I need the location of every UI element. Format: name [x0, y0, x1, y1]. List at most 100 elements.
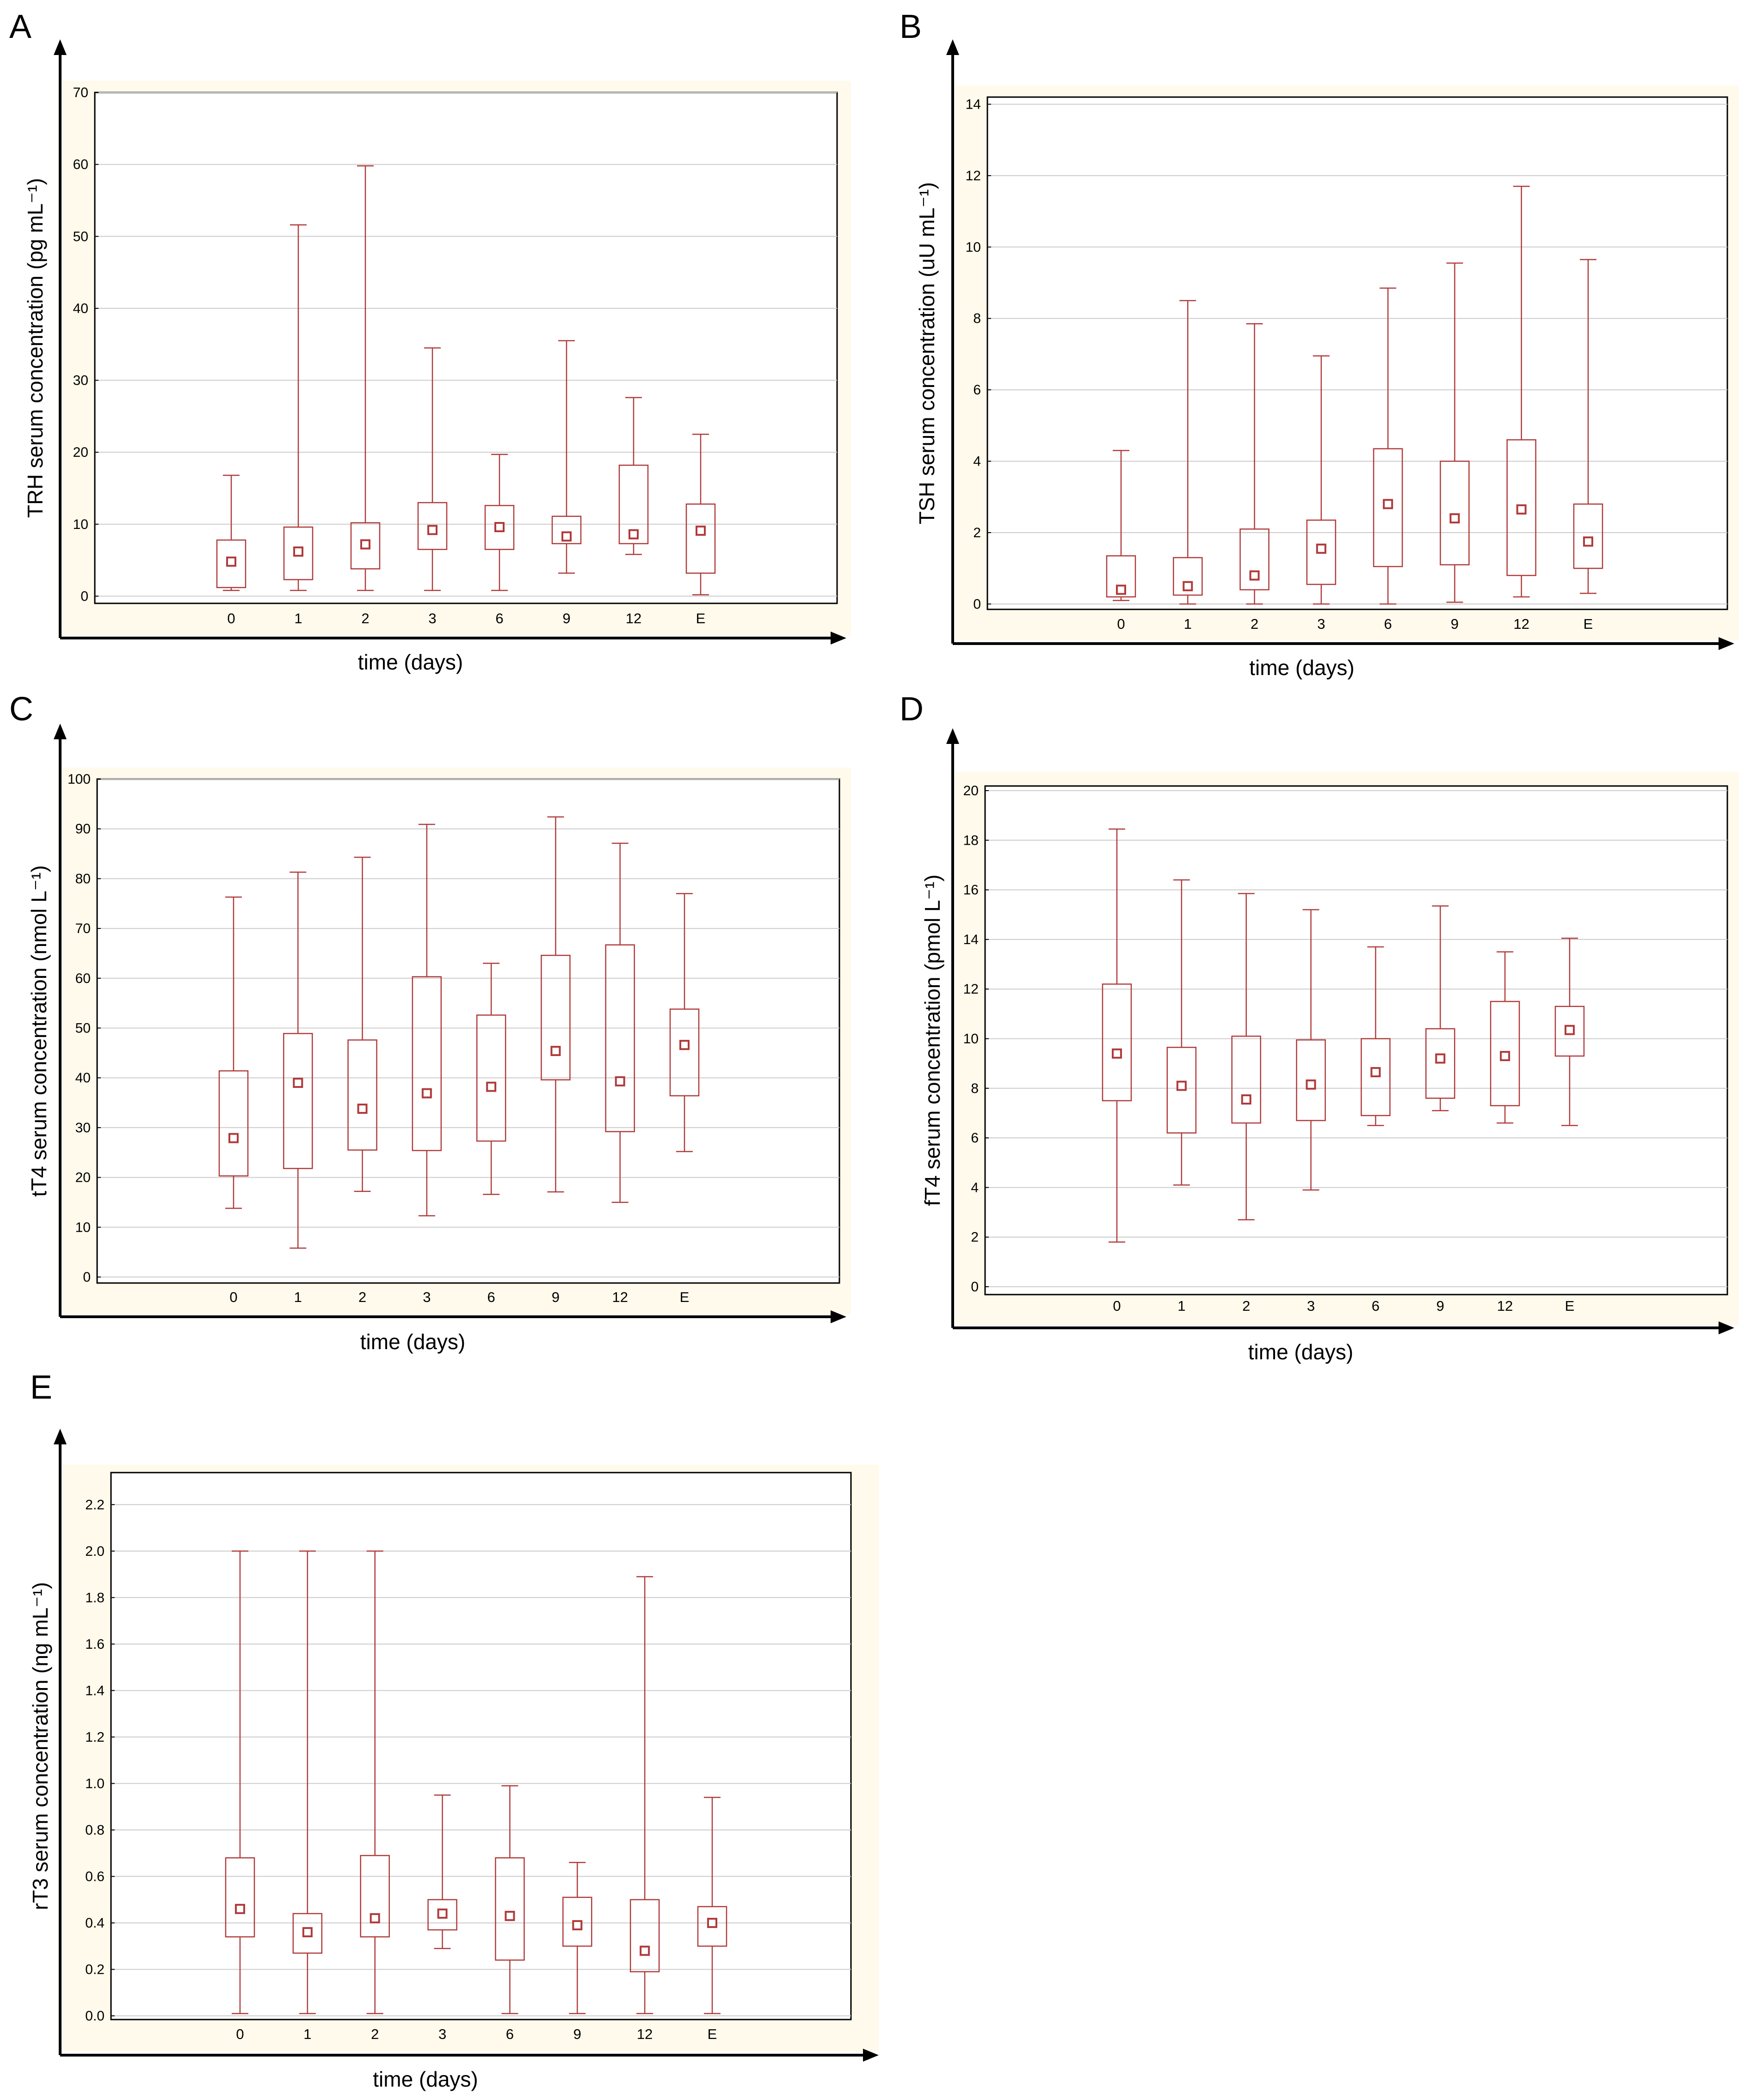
x-tick-label: 9 — [562, 610, 570, 626]
y-tick-label: 0.0 — [85, 2008, 105, 2024]
x-tick-label: E — [680, 1289, 690, 1305]
y-tick-label: 70 — [73, 85, 88, 100]
box-center-marker — [486, 1081, 497, 1092]
box-iqr — [484, 505, 515, 550]
x-tick-label: 2 — [1242, 1298, 1250, 1314]
box-iqr — [292, 1913, 323, 1954]
y-tick-label: 30 — [75, 1120, 91, 1136]
x-tick-label: 1 — [294, 610, 302, 626]
box-iqr — [216, 539, 247, 589]
box-3 — [427, 1794, 457, 1949]
x-axis-arrow — [1719, 637, 1734, 650]
box-center-marker — [226, 556, 236, 567]
box-E — [1573, 259, 1603, 594]
box-iqr — [605, 944, 635, 1132]
box-3 — [1296, 909, 1326, 1191]
box-iqr — [1373, 448, 1403, 567]
box-iqr — [562, 1897, 592, 1947]
box-3 — [412, 823, 442, 1216]
box-center-marker — [640, 1946, 650, 1956]
y-tick-label: 40 — [75, 1070, 91, 1086]
y-tick-label: 1.4 — [85, 1683, 105, 1698]
box-iqr — [1231, 1035, 1261, 1124]
box-center-marker — [360, 539, 370, 550]
plot-area — [986, 96, 1728, 610]
box-iqr — [1106, 555, 1136, 598]
x-tick-label: 6 — [487, 1289, 495, 1305]
y-tick-label: 4 — [973, 454, 981, 469]
y-tick-label: 0.8 — [85, 1823, 105, 1838]
box-12 — [1490, 951, 1520, 1124]
x-tick-label: 1 — [303, 2026, 311, 2042]
box-center-marker — [1306, 1079, 1316, 1090]
x-tick-label: 12 — [637, 2026, 653, 2042]
y-axis-title: tT4 serum concentration (nmol L⁻¹) — [27, 865, 51, 1197]
box-iqr — [350, 522, 381, 570]
box-center-marker — [629, 529, 639, 540]
box-center-marker — [357, 1103, 368, 1114]
box-iqr — [495, 1857, 525, 1961]
x-tick-label: 1 — [1177, 1298, 1185, 1314]
box-center-marker — [1176, 1081, 1187, 1091]
box-iqr — [541, 955, 571, 1081]
box-12 — [1506, 185, 1536, 598]
x-tick-label: 9 — [1451, 616, 1459, 632]
y-tick-label: 30 — [73, 373, 88, 388]
y-axis-arrow — [54, 39, 67, 55]
box-1 — [1166, 879, 1197, 1186]
x-axis-title: time (days) — [1249, 656, 1354, 680]
box-iqr — [283, 1033, 313, 1169]
box-iqr — [1490, 1001, 1520, 1106]
y-axis-arrow — [54, 1429, 67, 1444]
y-axis-title: rT3 serum concentration (ng mL⁻¹) — [28, 1582, 52, 1910]
y-tick-label: 0 — [80, 589, 88, 604]
box-center-marker — [1583, 536, 1593, 547]
y-tick-label: 6 — [971, 1130, 979, 1146]
box-2 — [360, 1550, 390, 2014]
x-tick-label: 12 — [612, 1289, 628, 1305]
y-tick-label: 1.2 — [85, 1730, 105, 1745]
y-tick-label: 10 — [73, 517, 88, 532]
box-center-marker — [1435, 1053, 1446, 1064]
box-iqr — [218, 1070, 249, 1177]
plot-area — [110, 1472, 852, 2020]
box-center-marker — [1449, 513, 1460, 524]
x-tick-label: E — [1584, 616, 1593, 632]
box-iqr — [551, 516, 582, 545]
box-9 — [551, 340, 582, 574]
box-0 — [1102, 828, 1132, 1243]
y-tick-label: 0 — [973, 596, 981, 612]
box-iqr — [685, 503, 716, 574]
box-6 — [484, 454, 515, 591]
x-tick-label: 1 — [1184, 616, 1192, 632]
y-axis-arrow — [946, 728, 959, 744]
y-tick-label: 8 — [971, 1081, 979, 1096]
box-iqr — [347, 1039, 377, 1151]
panel-e: 0.00.20.40.60.81.01.21.41.61.82.02.20 1 2 3… — [28, 1369, 879, 2091]
box-center-marker — [293, 1077, 303, 1088]
y-tick-label: 70 — [75, 921, 91, 936]
box-1 — [283, 872, 313, 1249]
box-6 — [1373, 287, 1403, 605]
x-tick-label: 6 — [1372, 1298, 1380, 1314]
x-tick-label: 9 — [1436, 1298, 1444, 1314]
x-tick-label: 2 — [1251, 616, 1258, 632]
box-0 — [216, 474, 247, 591]
x-tick-label: 3 — [428, 610, 436, 626]
y-tick-label: 1.8 — [85, 1590, 105, 1605]
x-tick-label: 3 — [1307, 1298, 1315, 1314]
box-E — [1554, 937, 1585, 1126]
box-9 — [562, 1862, 592, 2014]
x-tick-label: 12 — [626, 610, 641, 626]
box-center-marker — [679, 1040, 690, 1050]
box-center-marker — [293, 546, 303, 557]
x-tick-label: 0 — [236, 2026, 244, 2042]
x-tick-label: 9 — [573, 2026, 581, 2042]
box-center-marker — [1370, 1067, 1381, 1077]
x-axis-title: time (days) — [373, 2067, 478, 2091]
y-tick-label: 8 — [973, 311, 981, 326]
